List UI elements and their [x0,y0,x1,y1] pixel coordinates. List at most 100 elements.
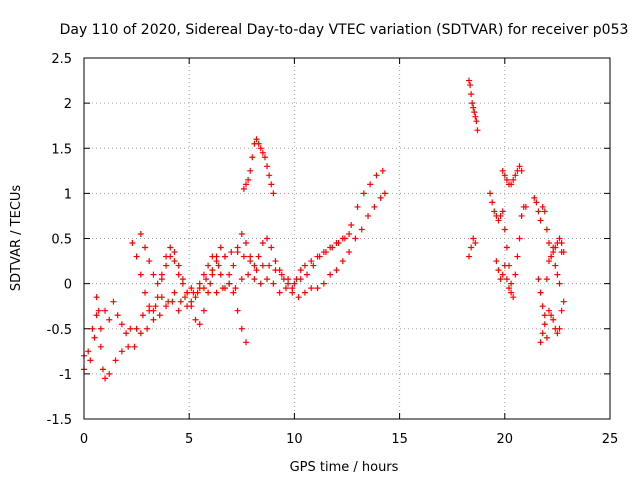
data-point [266,172,273,179]
data-point [295,294,302,301]
data-point [215,262,222,269]
data-point [377,194,384,201]
data-point [247,253,254,260]
data-point [560,298,567,305]
series-trace-a [81,190,388,382]
data-point [556,280,563,287]
data-point [264,276,271,283]
data-point [473,118,480,125]
data-point [97,325,104,332]
data-point [545,307,552,314]
data-point [163,253,170,260]
data-point [499,167,506,174]
data-point [243,181,250,188]
data-point [554,271,561,278]
data-point [253,267,260,274]
data-point [234,244,241,251]
data-point [154,280,161,287]
data-point [175,262,182,269]
data-point [91,334,98,341]
series-trace-h [499,163,525,188]
data-point [291,280,298,287]
data-point [190,289,197,296]
data-point [310,262,317,269]
data-point [243,240,250,247]
data-point [171,258,178,265]
data-point [550,316,557,323]
data-point [230,289,237,296]
data-point [365,212,372,219]
data-point [110,298,117,305]
data-point [358,226,365,233]
y-tick-label: 2.5 [51,52,72,67]
data-point [142,244,149,251]
x-tick-label: 10 [286,432,303,447]
data-point [518,167,525,174]
data-point [320,280,327,287]
data-point [234,307,241,314]
data-point [257,280,264,287]
data-point [196,321,203,328]
data-point [93,294,100,301]
data-point [150,271,157,278]
data-point [327,244,334,251]
data-point [213,289,220,296]
data-point [175,271,182,278]
data-point [285,280,292,287]
data-point [175,307,182,314]
y-tick-label: 1 [64,187,72,202]
data-point [301,262,308,269]
data-point [468,91,475,98]
data-point [209,271,216,278]
series-trace-k [535,276,567,341]
data-point [470,104,477,111]
data-point [558,240,565,247]
series-trace-i [493,258,515,296]
data-point [217,244,224,251]
data-point [371,203,378,210]
data-point [510,176,517,183]
data-point [261,154,268,161]
data-point [352,235,359,242]
series-trace-d [137,230,250,346]
data-point [552,262,559,269]
data-points [81,77,567,382]
data-point [489,199,496,206]
data-point [259,262,266,269]
data-point [102,375,109,382]
data-point [163,303,170,310]
data-point [556,325,563,332]
data-point [272,258,279,265]
data-point [150,307,157,314]
data-point [367,181,374,188]
data-point [142,289,149,296]
data-point [556,235,563,242]
data-point [282,285,289,292]
data-point [314,285,321,292]
series-trace-l [537,244,565,346]
data-point [539,330,546,337]
data-point [127,325,134,332]
data-point [85,348,92,355]
data-point [512,271,519,278]
data-point [333,240,340,247]
data-point [506,285,513,292]
data-point [548,312,555,319]
data-point [314,253,321,260]
data-point [503,176,510,183]
data-point [253,136,260,143]
y-tick-label: -1 [59,368,72,383]
data-point [247,167,254,174]
data-point [381,190,388,197]
data-point [102,307,109,314]
data-point [87,357,94,364]
data-point [200,307,207,314]
x-tick-label: 20 [497,432,514,447]
data-point [106,316,113,323]
data-point [497,212,504,219]
data-point [213,253,220,260]
data-point [179,276,186,283]
data-point [333,267,340,274]
data-point [297,267,304,274]
data-point [133,325,140,332]
